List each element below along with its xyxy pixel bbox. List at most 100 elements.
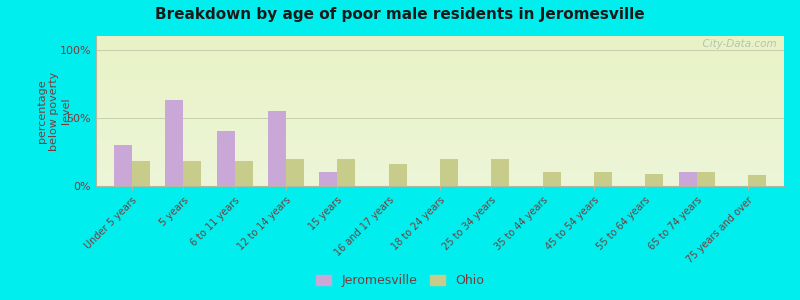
Bar	[96, 77, 784, 78]
Bar	[96, 39, 784, 40]
Bar	[96, 120, 784, 121]
Bar	[96, 156, 784, 157]
Bar	[96, 83, 784, 84]
Bar	[96, 41, 784, 42]
Bar	[96, 46, 784, 47]
Bar	[96, 49, 784, 50]
Bar	[96, 63, 784, 64]
Bar	[96, 118, 784, 119]
Bar	[96, 138, 784, 139]
Bar	[96, 133, 784, 134]
Bar	[96, 55, 784, 56]
Bar	[96, 44, 784, 45]
Bar	[96, 37, 784, 38]
Bar	[96, 62, 784, 63]
Bar	[96, 178, 784, 179]
Bar	[338, 159, 355, 186]
Bar	[96, 132, 784, 133]
Bar	[96, 95, 784, 96]
Bar	[96, 93, 784, 94]
Bar	[96, 131, 784, 132]
Legend: Jeromesville, Ohio: Jeromesville, Ohio	[313, 270, 487, 291]
Bar	[96, 47, 784, 48]
Bar	[96, 113, 784, 114]
Bar	[96, 117, 784, 118]
Bar	[96, 121, 784, 122]
Bar	[96, 169, 784, 170]
Bar	[96, 164, 784, 165]
Bar	[646, 174, 663, 186]
Bar	[183, 161, 202, 186]
Bar	[96, 38, 784, 39]
Bar	[96, 48, 784, 49]
Bar	[491, 159, 510, 186]
Bar	[96, 162, 784, 163]
Bar	[96, 166, 784, 167]
Bar	[96, 67, 784, 68]
Bar	[96, 143, 784, 144]
Bar	[96, 119, 784, 120]
Bar	[96, 158, 784, 159]
Bar	[96, 155, 784, 156]
Bar	[96, 177, 784, 178]
Bar	[96, 102, 784, 103]
Bar	[96, 126, 784, 127]
Bar	[96, 100, 784, 101]
Bar	[96, 125, 784, 126]
Bar	[96, 163, 784, 164]
Bar	[96, 56, 784, 57]
Bar	[96, 91, 784, 92]
Bar	[217, 131, 234, 186]
Bar	[96, 172, 784, 173]
Bar	[96, 103, 784, 104]
Bar	[542, 172, 561, 186]
Bar	[96, 180, 784, 181]
Bar	[96, 124, 784, 125]
Bar	[96, 71, 784, 72]
Y-axis label: percentage
below poverty
level: percentage below poverty level	[38, 71, 70, 151]
Bar	[96, 130, 784, 131]
Bar	[96, 134, 784, 135]
Bar	[96, 165, 784, 166]
Bar	[166, 100, 183, 186]
Bar	[96, 135, 784, 136]
Bar	[96, 128, 784, 129]
Bar	[96, 179, 784, 180]
Bar	[96, 85, 784, 86]
Bar	[96, 137, 784, 138]
Bar	[96, 106, 784, 107]
Bar	[268, 111, 286, 186]
Bar	[96, 86, 784, 87]
Bar	[96, 84, 784, 85]
Bar	[96, 129, 784, 130]
Bar	[96, 82, 784, 83]
Bar	[96, 182, 784, 183]
Bar	[96, 184, 784, 185]
Bar	[96, 50, 784, 51]
Bar	[96, 161, 784, 162]
Bar	[96, 168, 784, 169]
Bar	[96, 118, 784, 119]
Bar	[96, 42, 784, 43]
Bar	[96, 141, 784, 142]
Bar	[594, 172, 612, 186]
Bar	[96, 183, 784, 184]
Bar	[96, 52, 784, 53]
Bar	[96, 114, 784, 115]
Bar	[96, 78, 784, 79]
Bar	[96, 105, 784, 106]
Bar	[96, 139, 784, 140]
Bar	[96, 148, 784, 149]
Bar	[96, 61, 784, 62]
Bar	[96, 111, 784, 112]
Bar	[96, 127, 784, 128]
Bar	[96, 72, 784, 73]
Bar	[132, 161, 150, 186]
Bar	[96, 76, 784, 77]
Bar	[96, 81, 784, 82]
Bar	[678, 172, 697, 186]
Bar	[96, 57, 784, 58]
Bar	[96, 136, 784, 137]
Bar	[96, 79, 784, 80]
Bar	[96, 160, 784, 161]
